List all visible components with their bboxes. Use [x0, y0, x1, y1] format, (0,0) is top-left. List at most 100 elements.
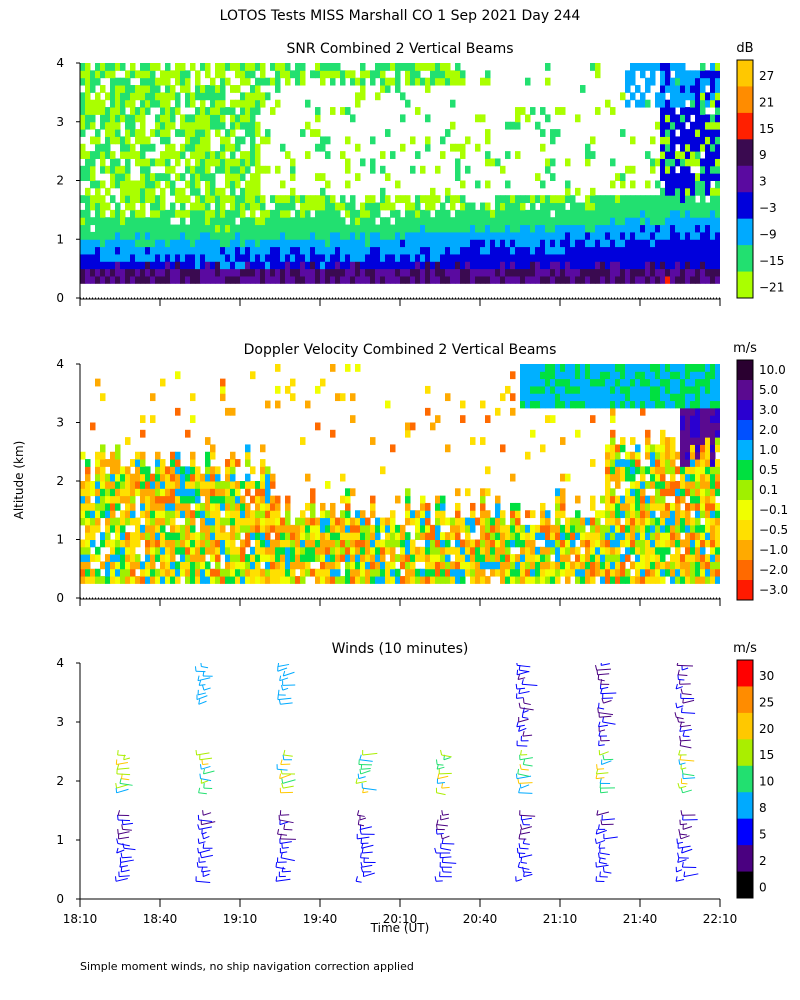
wind-barb	[202, 871, 211, 872]
wind-barb-shaft	[676, 876, 677, 881]
wind-barb-shaft	[203, 843, 204, 848]
wind-barb	[601, 664, 610, 666]
wind-barb-shaft	[523, 731, 524, 736]
wind-barb	[198, 678, 210, 681]
wind-barb-shaft	[596, 769, 597, 774]
wind-barb	[517, 665, 530, 666]
wind-barb-shaft	[681, 708, 682, 713]
colorbar-tick-label: 9	[759, 148, 767, 162]
wind-barb-shaft	[436, 759, 437, 764]
wind-barb	[284, 829, 293, 830]
wind-barb	[523, 764, 532, 766]
wind-barb-shaft	[679, 750, 680, 755]
wind-barb	[197, 753, 210, 755]
wind-barb-shaft	[198, 676, 199, 681]
wind-barb-shaft	[680, 736, 681, 741]
colorbar-tick-label: 1.0	[759, 443, 778, 457]
colorbar-swatch	[737, 272, 753, 299]
wind-barb	[118, 755, 126, 756]
colorbar-swatch	[737, 520, 753, 541]
wind-barb	[597, 669, 611, 670]
wind-barb	[681, 768, 686, 769]
wind-barb-shaft	[676, 703, 677, 708]
wind-barb	[601, 792, 608, 793]
wind-barb	[437, 825, 448, 826]
wind-barb	[201, 766, 210, 769]
colorbar-units: m/s	[733, 641, 757, 656]
wind-barb-shaft	[522, 712, 523, 717]
wind-barb-shaft	[600, 778, 601, 783]
wind-barb-shaft	[601, 820, 602, 825]
y-tick-label: 3	[56, 416, 64, 430]
wind-barb	[280, 852, 287, 853]
wind-barb-shaft	[199, 680, 200, 685]
wind-barb-shaft	[599, 853, 600, 858]
wind-barb	[362, 845, 374, 848]
wind-barb-shaft	[358, 774, 359, 779]
wind-barb	[519, 670, 529, 672]
wind-barb	[520, 815, 535, 816]
wind-barb	[202, 832, 207, 834]
wind-barb-shaft	[522, 820, 523, 825]
wind-barb	[358, 825, 364, 826]
wind-barb-shaft	[600, 872, 601, 877]
wind-barb-shaft	[519, 689, 520, 694]
wind-barb	[121, 870, 129, 872]
wind-barb	[437, 764, 443, 765]
colorbar-swatch	[737, 86, 753, 113]
wind-barb	[196, 881, 210, 882]
y-tick-label: 2	[56, 774, 64, 788]
wind-barb-shaft	[442, 857, 443, 862]
wind-barb-shaft	[598, 708, 599, 713]
colorbar-tick-label: −9	[759, 228, 777, 242]
wind-barb	[601, 761, 611, 765]
wind-barb-shaft	[518, 769, 519, 774]
wind-barb	[596, 830, 607, 834]
wind-barb	[680, 725, 691, 726]
wind-barb	[201, 779, 212, 781]
colorbar-swatch	[737, 660, 753, 687]
wind-barb	[280, 678, 288, 681]
wind-barb-shaft	[521, 857, 522, 862]
wind-barb-shaft	[520, 764, 521, 769]
wind-barb-shaft	[675, 712, 676, 717]
wind-barb	[680, 740, 690, 741]
wind-barb	[282, 871, 291, 872]
wind-barb	[116, 762, 128, 764]
panel-2: Doppler Velocity Combined 2 Vertical Bea…	[56, 341, 788, 606]
colorbar-tick-label: 0	[759, 880, 767, 894]
wind-barb-shaft	[361, 867, 362, 872]
wind-barb	[598, 680, 605, 681]
wind-barb	[280, 842, 292, 844]
panel-title: SNR Combined 2 Vertical Beams	[286, 41, 513, 57]
wind-barb-shaft	[276, 876, 277, 881]
wind-barb-shaft	[118, 815, 119, 820]
wind-barb	[521, 785, 529, 788]
wind-barb-shaft	[284, 750, 285, 755]
wind-barb	[283, 688, 288, 690]
wind-barb-shaft	[117, 839, 118, 844]
x-tick-label: 20:10	[383, 912, 418, 926]
colorbar-tick-label: −1.0	[759, 543, 788, 557]
wind-barb	[437, 793, 446, 795]
colorbar-tick-label: 21	[759, 95, 774, 109]
wind-barb	[442, 862, 456, 863]
wind-barb	[520, 855, 533, 858]
wind-barb-shaft	[121, 853, 122, 858]
wind-barb-shaft	[441, 834, 442, 839]
wind-barb	[356, 781, 367, 783]
wind-barb	[439, 773, 452, 774]
colorbar-swatch	[737, 380, 753, 401]
wind-barb	[522, 827, 532, 830]
wind-barb-shaft	[599, 731, 600, 736]
wind-barb	[119, 837, 129, 839]
wind-barb-shaft	[519, 843, 520, 848]
wind-barb	[678, 860, 687, 863]
wind-barb	[677, 842, 683, 843]
wind-barb	[278, 698, 292, 699]
colorbar-swatch	[737, 819, 753, 846]
wind-barb	[440, 857, 451, 858]
wind-barb-shaft	[362, 848, 363, 853]
wind-barb-shaft	[202, 685, 203, 690]
colorbar-swatch	[737, 739, 753, 766]
